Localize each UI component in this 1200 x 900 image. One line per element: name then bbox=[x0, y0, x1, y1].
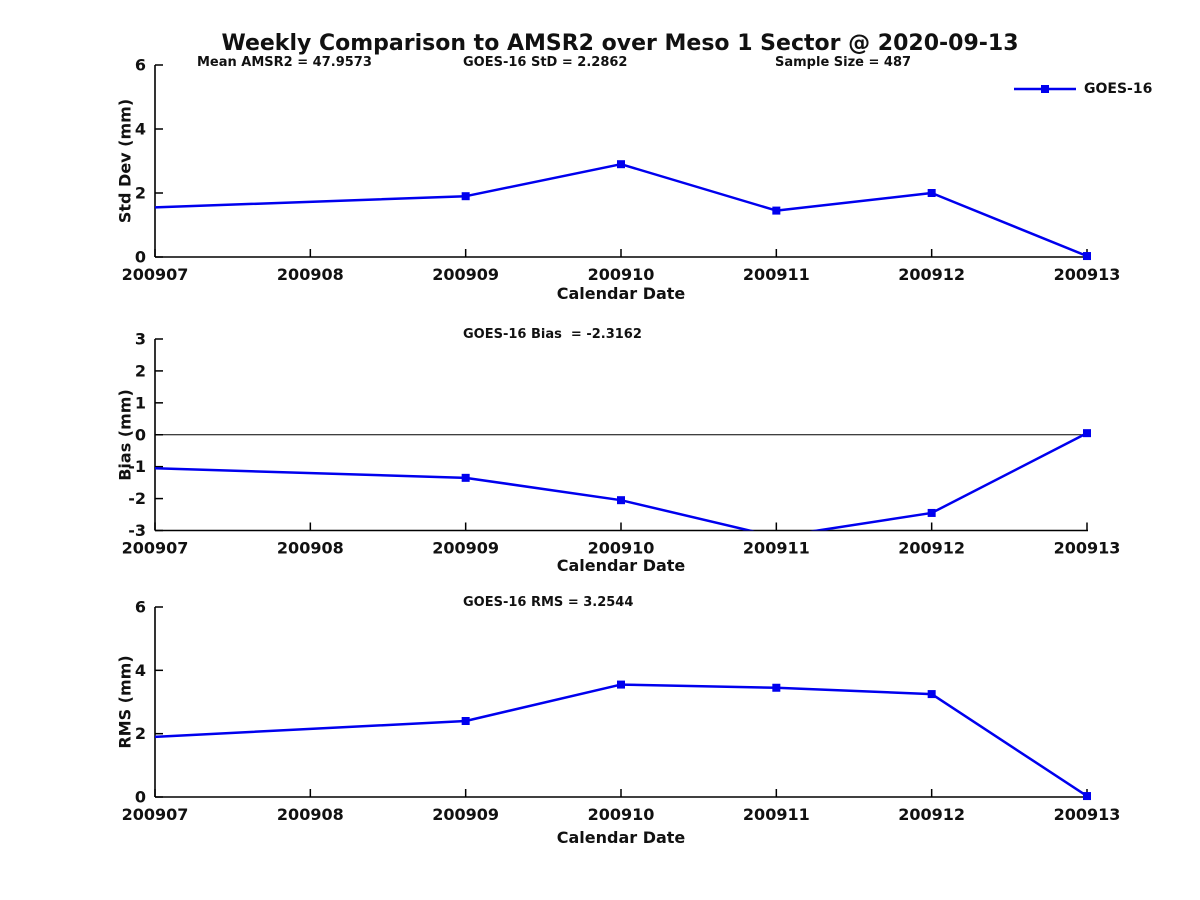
x-tick-label: 200913 bbox=[1054, 539, 1121, 558]
data-point-marker bbox=[927, 189, 936, 197]
x-tick-label: 200912 bbox=[898, 539, 965, 558]
panel-rms: 200907 200908 200909 200910 200911 200912 2009… bbox=[122, 598, 1121, 825]
x-tick-label: 200913 bbox=[1054, 265, 1121, 284]
x-tick-label: 200912 bbox=[898, 265, 965, 284]
x-tick-label: 200911 bbox=[743, 265, 810, 284]
y-tick-label: 2 bbox=[135, 184, 146, 203]
y-tick-label: -3 bbox=[128, 521, 146, 540]
x-tick-label: 200908 bbox=[277, 265, 344, 284]
x-tick-label: 200910 bbox=[588, 805, 655, 824]
x-tick-label: 200907 bbox=[122, 539, 189, 558]
x-tick-label: 200908 bbox=[277, 539, 344, 558]
stddev-x-axis-label: Calendar Date bbox=[556, 284, 686, 303]
bias-panel-title: GOES-16 Bias = -2.3162 bbox=[463, 327, 642, 342]
panel-bias: 200907 200908 200909 200910 200911 200912 2009… bbox=[122, 330, 1121, 558]
annotation-sample-size: Sample Size = 487 bbox=[775, 55, 912, 70]
series-line-goes-16 bbox=[154, 162, 1088, 257]
data-point-marker bbox=[1083, 792, 1091, 801]
y-tick-label: 1 bbox=[135, 393, 146, 412]
x-tick-label: 200907 bbox=[122, 265, 189, 284]
annotation-goes-std: GOES-16 StD = 2.2862 bbox=[463, 55, 628, 70]
data-point-marker bbox=[617, 160, 625, 169]
y-tick-label: 2 bbox=[135, 361, 146, 380]
y-tick-label: 4 bbox=[135, 661, 146, 680]
x-tick-label: 200907 bbox=[122, 805, 189, 824]
y-tick-label: -2 bbox=[128, 489, 146, 508]
x-tick-label: 200910 bbox=[588, 265, 655, 284]
x-tick-label: 200912 bbox=[898, 805, 965, 824]
x-tick-label: 200913 bbox=[1054, 805, 1121, 824]
y-tick-label: 0 bbox=[135, 788, 146, 807]
data-point-marker bbox=[617, 496, 625, 505]
rms-x-axis-label: Calendar Date bbox=[556, 828, 686, 847]
y-tick-label: 0 bbox=[135, 425, 146, 444]
legend: GOES-16 bbox=[1013, 81, 1152, 97]
y-tick-label: 6 bbox=[135, 598, 146, 617]
data-point-marker bbox=[772, 683, 781, 692]
legend-line-icon bbox=[1014, 85, 1076, 93]
annotation-mean-amsr2: Mean AMSR2 = 47.9573 bbox=[197, 55, 372, 70]
y-tick-label: 2 bbox=[135, 724, 146, 743]
y-tick-label: -1 bbox=[128, 457, 146, 476]
data-point-marker bbox=[927, 508, 936, 517]
bias-x-axis-label: Calendar Date bbox=[556, 556, 686, 575]
x-tick-label: 200908 bbox=[277, 805, 344, 824]
rms-panel-title: GOES-16 RMS = 3.2544 bbox=[463, 595, 634, 610]
x-tick-label: 200911 bbox=[743, 539, 810, 558]
y-tick-label: 4 bbox=[135, 120, 146, 139]
data-point-marker bbox=[1083, 252, 1091, 261]
x-tick-label: 200909 bbox=[432, 539, 499, 558]
series-line-goes-16 bbox=[154, 683, 1088, 797]
x-tick-label: 200910 bbox=[588, 539, 655, 558]
figure-title: Weekly Comparison to AMSR2 over Meso 1 S… bbox=[221, 31, 1019, 56]
y-tick-label: 0 bbox=[135, 248, 146, 267]
data-point-marker bbox=[927, 690, 936, 699]
x-tick-label: 200909 bbox=[432, 265, 499, 284]
data-point-marker bbox=[461, 717, 470, 725]
data-point-marker bbox=[461, 473, 470, 482]
legend-label: GOES-16 bbox=[1084, 81, 1153, 97]
data-point-marker bbox=[772, 206, 781, 215]
y-tick-label: 3 bbox=[135, 330, 146, 349]
data-point-marker bbox=[617, 680, 625, 689]
panel-std-dev: 200907 200908 200909 200910 200911 200912 2009… bbox=[122, 56, 1121, 285]
data-point-marker bbox=[461, 192, 470, 201]
x-tick-label: 200911 bbox=[743, 805, 810, 824]
y-tick-label: 6 bbox=[135, 56, 146, 75]
series-line-goes-16 bbox=[154, 432, 1088, 531]
data-point-marker bbox=[1083, 429, 1091, 438]
x-tick-label: 200909 bbox=[432, 805, 499, 824]
